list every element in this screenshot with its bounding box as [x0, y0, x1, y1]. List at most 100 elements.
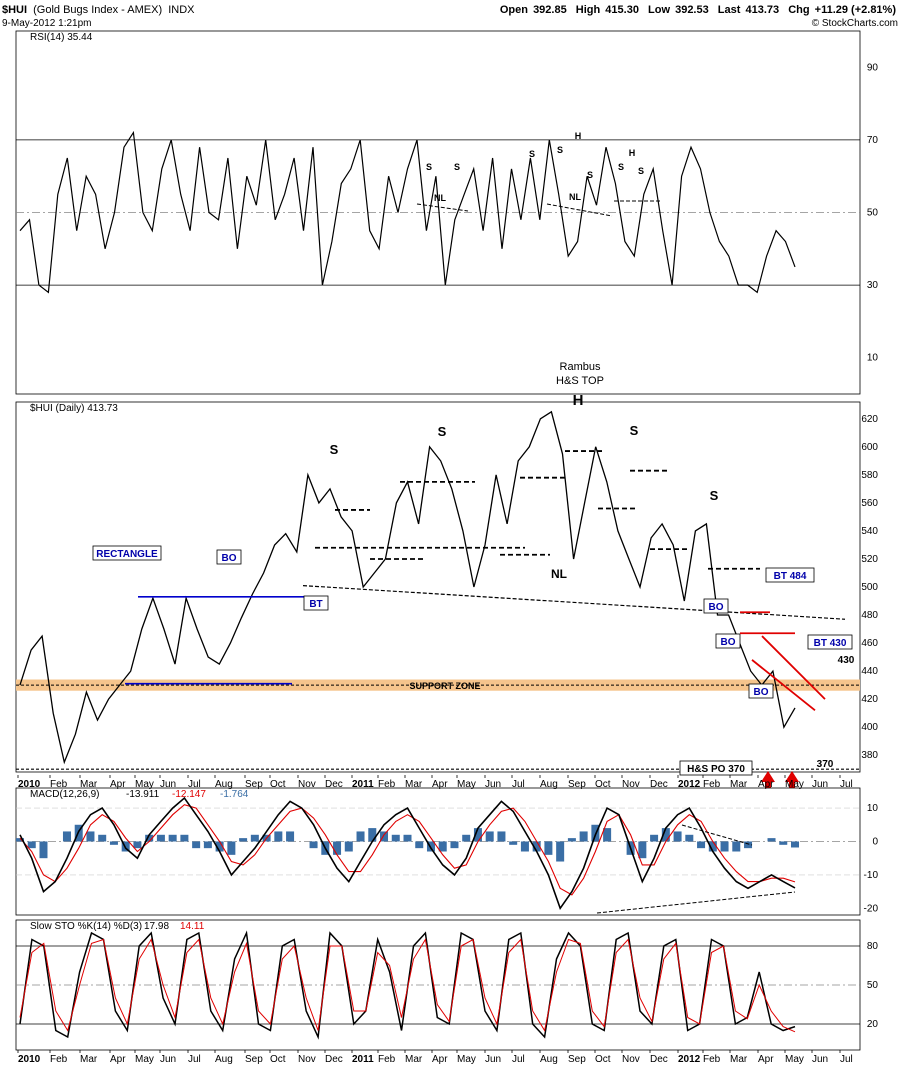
x-tick-label: Jun — [812, 1054, 828, 1065]
x-tick-label: May — [135, 1054, 154, 1065]
macd-hist-bar — [286, 831, 295, 842]
macd-hist-bar — [192, 841, 201, 849]
macd-hist-bar — [27, 841, 36, 849]
po-box — [679, 760, 753, 776]
y-tick-label: 460 — [861, 638, 878, 649]
macd-hist-bar — [497, 831, 506, 842]
macd-hist-bar — [744, 841, 753, 849]
rsi-neckline-2 — [546, 203, 613, 217]
bt-430-box — [807, 634, 853, 650]
macd-hist-bar — [438, 841, 447, 852]
macd-hist-bar — [86, 831, 95, 842]
rsi-neckline-1 — [416, 203, 469, 212]
macd-hist-bar — [356, 831, 365, 842]
rsi-annotation: S — [587, 170, 593, 180]
rsi-annotation: S — [618, 162, 624, 172]
x-axis-bottom: 2010 Feb Mar Apr May Jun Jul Aug Sep Oct Nov Dec 201… — [17, 1050, 853, 1065]
macd-hist-bar — [368, 828, 377, 842]
macd-signal-value: -12.147 — [172, 789, 206, 800]
x-tick-label: Apr — [432, 1054, 448, 1065]
macd-hist-bar — [567, 838, 576, 842]
rsi-annotation: S — [454, 162, 460, 172]
rsi-annotation: H — [629, 148, 636, 158]
y-tick-label: 600 — [861, 442, 878, 453]
macd-hist-value: -1.764 — [220, 789, 249, 800]
bo-2-label: BO — [709, 602, 724, 613]
x-tick-label: Jun — [160, 779, 176, 790]
macd-hist-bar — [791, 841, 799, 848]
x-tick-label: Feb — [703, 779, 721, 790]
x-tick-label: Oct — [595, 779, 611, 790]
y-tick-label: 560 — [861, 498, 878, 509]
macd-hist-bar — [133, 841, 142, 849]
x-tick-label: Feb — [703, 1054, 721, 1065]
x-tick-label: Mar — [80, 1054, 98, 1065]
macd-trend-upper — [681, 824, 753, 846]
macd-hist-bar — [473, 828, 482, 842]
level-430-label: 430 — [838, 655, 855, 666]
macd-hist-bar — [426, 841, 435, 852]
hs-shoulder-label: S — [330, 442, 339, 457]
price-panel: 380 400 420 440 460 480 500 520 540 560 580 600 620 $… — [15, 361, 878, 788]
x-tick-label: Feb — [378, 1054, 396, 1065]
y-tick-label: 0 — [872, 836, 878, 847]
x-tick-label: 2010 — [18, 779, 41, 790]
macd-hist-bar — [380, 831, 389, 842]
x-tick-label: Dec — [325, 1054, 343, 1065]
x-tick-label: Jun — [812, 779, 828, 790]
macd-hist-bar — [203, 841, 212, 849]
rsi-annotation: S — [557, 145, 563, 155]
macd-hist-bar — [145, 834, 154, 842]
y-tick-label: -20 — [864, 903, 879, 914]
open-value: 392.85 — [533, 4, 567, 16]
macd-hist-bar — [638, 841, 647, 859]
panel-title: $HUI (Daily) 413.73 — [30, 403, 118, 414]
y-tick-label: -10 — [864, 870, 879, 881]
x-tick-label: Jun — [485, 1054, 501, 1065]
rsi-line — [19, 130, 796, 294]
macd-hist-bar — [650, 834, 659, 842]
y-tick-label: 380 — [861, 750, 878, 761]
panel-title: MACD(12,26,9) — [30, 789, 99, 800]
x-tick-label: Aug — [215, 779, 233, 790]
x-tick-label: May — [785, 1054, 804, 1065]
x-tick-label: Mar — [405, 1054, 423, 1065]
y-tick-label: 10 — [867, 803, 879, 814]
x-tick-label: Dec — [650, 779, 668, 790]
low-value: 392.53 — [675, 4, 709, 16]
macd-hist-bar — [333, 841, 342, 855]
y-tick-label: 20 — [867, 1019, 879, 1030]
x-tick-label: Sep — [568, 779, 586, 790]
x-tick-label: Jul — [188, 1054, 201, 1065]
x-tick-label: Sep — [245, 1054, 263, 1065]
chg-label: Chg — [788, 4, 809, 16]
x-tick-label: Mar — [80, 779, 98, 790]
x-tick-label: Nov — [622, 779, 640, 790]
x-tick-label: Mar — [405, 779, 423, 790]
macd-hist-bar — [673, 831, 682, 842]
y-tick-label: 620 — [861, 414, 878, 425]
bt-430-label: BT 430 — [814, 638, 847, 649]
bo-1-label: BO — [222, 553, 237, 564]
last-value: 413.73 — [745, 4, 779, 16]
x-tick-label: 2011 — [352, 779, 374, 790]
x-tick-label: Apr — [758, 779, 774, 790]
x-tick-label: Mar — [730, 779, 748, 790]
hs-shoulder-label: H — [573, 392, 584, 409]
high-value: 415.30 — [605, 4, 639, 16]
x-tick-label: Jun — [160, 1054, 176, 1065]
x-tick-label: Oct — [595, 1054, 611, 1065]
macd-value: -13.911 — [126, 789, 160, 800]
sto-d-value: 14.11 — [180, 921, 205, 932]
macd-hist-bar — [39, 841, 48, 859]
macd-hist-bar — [98, 834, 107, 842]
y-tick-label: 70 — [867, 135, 879, 146]
rsi-annotation: NL — [569, 192, 581, 202]
bo-4-label: BO — [754, 687, 769, 698]
x-tick-label: Feb — [50, 1054, 68, 1065]
rambus-label: Rambus — [560, 361, 601, 373]
y-tick-label: 540 — [861, 526, 878, 537]
x-tick-label: Sep — [245, 779, 263, 790]
x-tick-label: Jul — [840, 779, 853, 790]
